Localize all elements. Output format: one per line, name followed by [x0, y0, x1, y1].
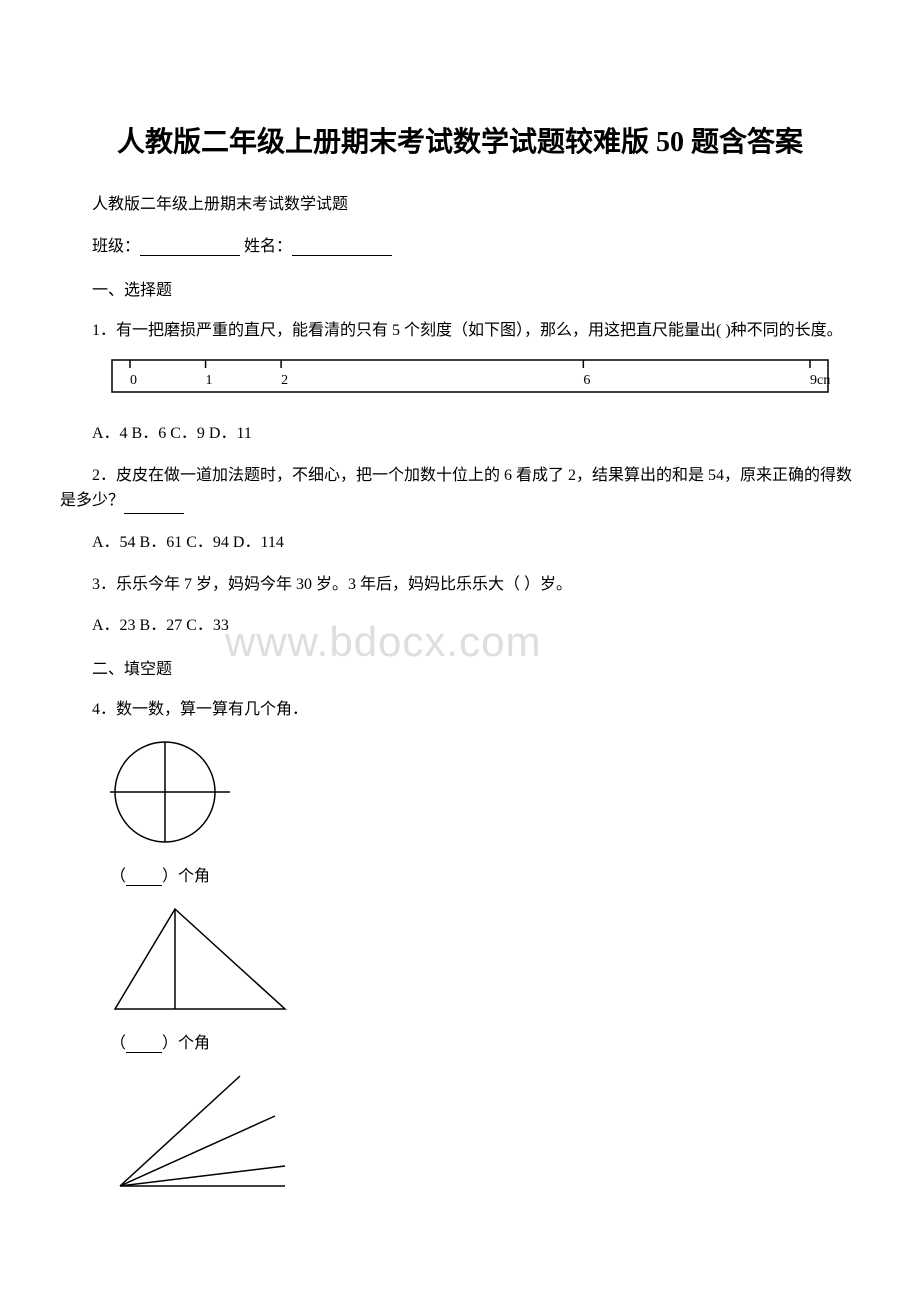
ruler-svg: 0 1 2 6 9cm — [110, 358, 830, 394]
figure2-label: （）个角 — [110, 1029, 860, 1053]
figure-triangle — [110, 904, 860, 1019]
q3-options: A．23 B．27 C．33 — [60, 611, 860, 635]
ray1 — [120, 1076, 240, 1186]
q2-blank — [124, 500, 184, 514]
circle-cross-svg — [110, 737, 230, 847]
document-content: 人教版二年级上册期末考试数学试题较难版 50 题含答案 人教版二年级上册期末考试… — [60, 120, 860, 1196]
name-blank — [292, 240, 392, 256]
rays-svg — [110, 1071, 290, 1191]
class-label: 班级： — [92, 238, 140, 255]
ruler-label: 0 — [130, 373, 137, 388]
subtitle: 人教版二年级上册期末考试数学试题 — [60, 190, 860, 214]
class-blank — [140, 240, 240, 256]
q1-options: A．4 B．6 C．9 D．11 — [60, 419, 860, 443]
figure1-blank — [126, 872, 162, 886]
figure-rays — [110, 1071, 860, 1196]
figure1-suffix: 个角 — [178, 868, 210, 885]
q3-text: 3．乐乐今年 7 岁，妈妈今年 30 岁。3 年后，妈妈比乐乐大（ ）岁。 — [60, 572, 860, 598]
ray2 — [120, 1116, 275, 1186]
q2-text: 2．皮皮在做一道加法题时，不细心，把一个加数十位上的 6 看成了 2，结果算出的… — [60, 463, 860, 514]
ruler-border — [112, 360, 828, 392]
figure2-suffix: 个角 — [178, 1035, 210, 1052]
q1-text: 1．有一把磨损严重的直尺，能看清的只有 5 个刻度（如下图），那么，用这把直尺能… — [60, 318, 860, 344]
triangle-outline — [115, 909, 285, 1009]
ruler-label: 9cm — [810, 373, 830, 388]
section2-header: 二、填空题 — [60, 655, 860, 679]
figure1-label: （）个角 — [110, 862, 860, 886]
q4-text: 4．数一数，算一算有几个角． — [60, 697, 860, 723]
name-label: 姓名： — [244, 238, 292, 255]
section1-header: 一、选择题 — [60, 276, 860, 300]
main-title: 人教版二年级上册期末考试数学试题较难版 50 题含答案 — [60, 120, 860, 160]
form-line: 班级： 姓名： — [60, 232, 860, 256]
split-triangle-svg — [110, 904, 290, 1014]
figure2-blank — [126, 1039, 162, 1053]
ruler-label: 2 — [281, 373, 288, 388]
ruler-label: 6 — [583, 373, 590, 388]
ruler-label: 1 — [206, 373, 213, 388]
ray3 — [120, 1166, 285, 1186]
ruler-figure: 0 1 2 6 9cm — [110, 358, 860, 399]
figure-circle — [110, 737, 860, 852]
q2-options: A．54 B．61 C．94 D．114 — [60, 528, 860, 552]
